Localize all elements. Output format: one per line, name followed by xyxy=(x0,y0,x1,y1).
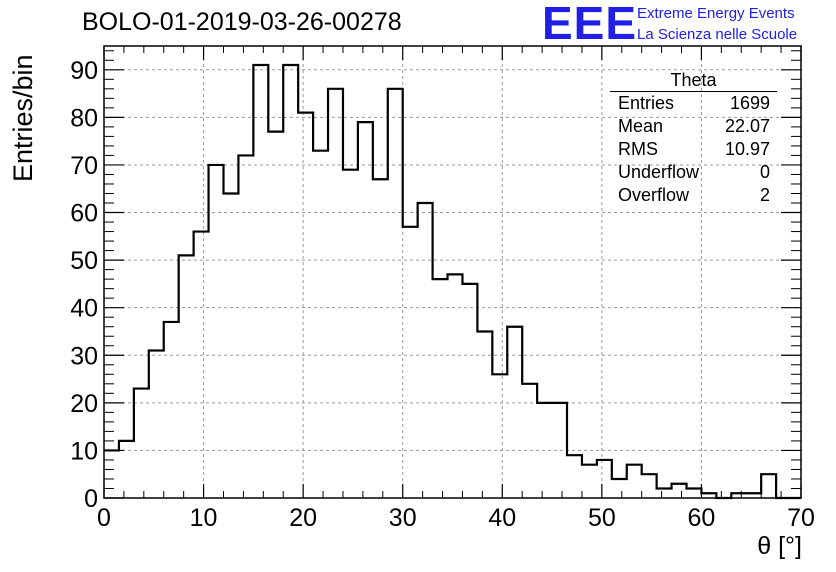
histogram-bin xyxy=(567,455,582,498)
y-tick-label: 60 xyxy=(70,200,98,228)
stats-value: 0 xyxy=(759,162,770,182)
histogram-bin xyxy=(313,151,328,498)
histogram-bin xyxy=(403,227,418,498)
histogram-bin xyxy=(492,374,507,498)
histogram-bin xyxy=(507,327,522,498)
histogram-outline xyxy=(104,63,801,500)
x-tick-label: 20 xyxy=(289,504,317,532)
stats-row-underflow: Underflow 0 xyxy=(610,161,777,184)
histogram-bin xyxy=(627,465,642,498)
histogram-bin xyxy=(672,484,687,498)
x-axis-label: θ [°] xyxy=(757,532,802,560)
histogram-bin xyxy=(373,179,388,498)
histogram-bin xyxy=(328,89,343,498)
histogram-bin xyxy=(612,479,627,498)
histogram-bin xyxy=(223,193,238,498)
histogram-bin xyxy=(179,255,194,498)
chart-title: BOLO-01-2019-03-26-00278 xyxy=(82,8,402,36)
histogram-bin xyxy=(552,403,567,498)
plot-frame xyxy=(103,45,802,499)
histogram-bin xyxy=(238,155,253,498)
x-tick-label: 40 xyxy=(488,504,516,532)
y-tick-label: 0 xyxy=(84,485,98,513)
stats-row-entries: Entries 1699 xyxy=(610,92,777,115)
stats-row-mean: Mean 22.07 xyxy=(610,115,777,138)
stats-value: 1699 xyxy=(729,93,770,113)
histogram-bin xyxy=(418,203,433,498)
histogram-bin xyxy=(462,284,477,498)
stats-value: 2 xyxy=(759,185,770,205)
histogram-bin xyxy=(298,113,313,498)
x-tick-label: 10 xyxy=(190,504,218,532)
stats-value: 22.07 xyxy=(724,116,770,136)
histogram-bin xyxy=(657,488,672,498)
y-tick-label: 90 xyxy=(70,57,98,85)
x-tick-label: 0 xyxy=(97,504,111,532)
y-tick-label: 70 xyxy=(70,152,98,180)
histogram-bin xyxy=(642,474,657,498)
histogram-bin xyxy=(477,331,492,498)
y-tick-label: 10 xyxy=(70,437,98,465)
histogram-bin xyxy=(358,122,373,498)
stats-label: Entries xyxy=(618,93,675,113)
histogram-bin xyxy=(149,351,164,498)
histogram-bin xyxy=(164,322,179,498)
histogram-bin xyxy=(448,274,463,498)
histogram-bin xyxy=(343,170,358,498)
stats-row-overflow: Overflow 2 xyxy=(610,184,777,207)
x-tick-label: 50 xyxy=(588,504,616,532)
y-tick-label: 30 xyxy=(70,342,98,370)
stats-label: RMS xyxy=(618,139,658,159)
logo-caption-line1: Extreme Energy Events xyxy=(637,5,795,22)
histogram-bin xyxy=(433,279,448,498)
histogram-bin xyxy=(119,441,134,498)
histogram-bin xyxy=(104,450,119,498)
x-tick-label: 70 xyxy=(787,504,815,532)
histogram-bin xyxy=(537,403,552,498)
y-tick-label: 50 xyxy=(70,247,98,275)
eee-logo: EEE xyxy=(542,0,638,49)
histogram-bin xyxy=(253,65,268,498)
stats-row-rms: RMS 10.97 xyxy=(610,138,777,161)
y-tick-label: 40 xyxy=(70,295,98,323)
histogram-bin xyxy=(522,384,537,498)
histogram-bin xyxy=(582,465,597,498)
histogram-bin xyxy=(194,232,209,498)
stats-label: Underflow xyxy=(618,162,700,182)
histogram-bin xyxy=(283,65,298,498)
histogram-bin xyxy=(761,474,776,498)
stats-value: 10.97 xyxy=(724,139,770,159)
histogram-bin xyxy=(209,165,224,498)
histogram-bin xyxy=(597,460,612,498)
stats-label: Overflow xyxy=(618,185,690,205)
histogram-bin xyxy=(388,89,403,498)
histogram-bin xyxy=(134,389,149,498)
histogram-bin xyxy=(268,132,283,498)
stats-title: Theta xyxy=(610,70,777,92)
stats-label: Mean xyxy=(618,116,664,136)
y-axis-label: Entries/bin xyxy=(8,54,38,182)
logo-caption-line2: La Scienza nelle Scuole xyxy=(637,26,798,43)
axis-ticks xyxy=(103,46,802,499)
y-tick-label: 80 xyxy=(70,104,98,132)
logo-caption: Extreme Energy Events La Scienza nelle S… xyxy=(637,3,797,45)
stats-box: Theta Entries 1699 Mean 22.07 RMS 10.97 … xyxy=(610,70,777,207)
x-tick-label: 30 xyxy=(389,504,417,532)
x-tick-label: 60 xyxy=(688,504,716,532)
histogram-series xyxy=(104,63,801,500)
y-tick-label: 20 xyxy=(70,390,98,418)
histogram-bin xyxy=(686,488,701,498)
